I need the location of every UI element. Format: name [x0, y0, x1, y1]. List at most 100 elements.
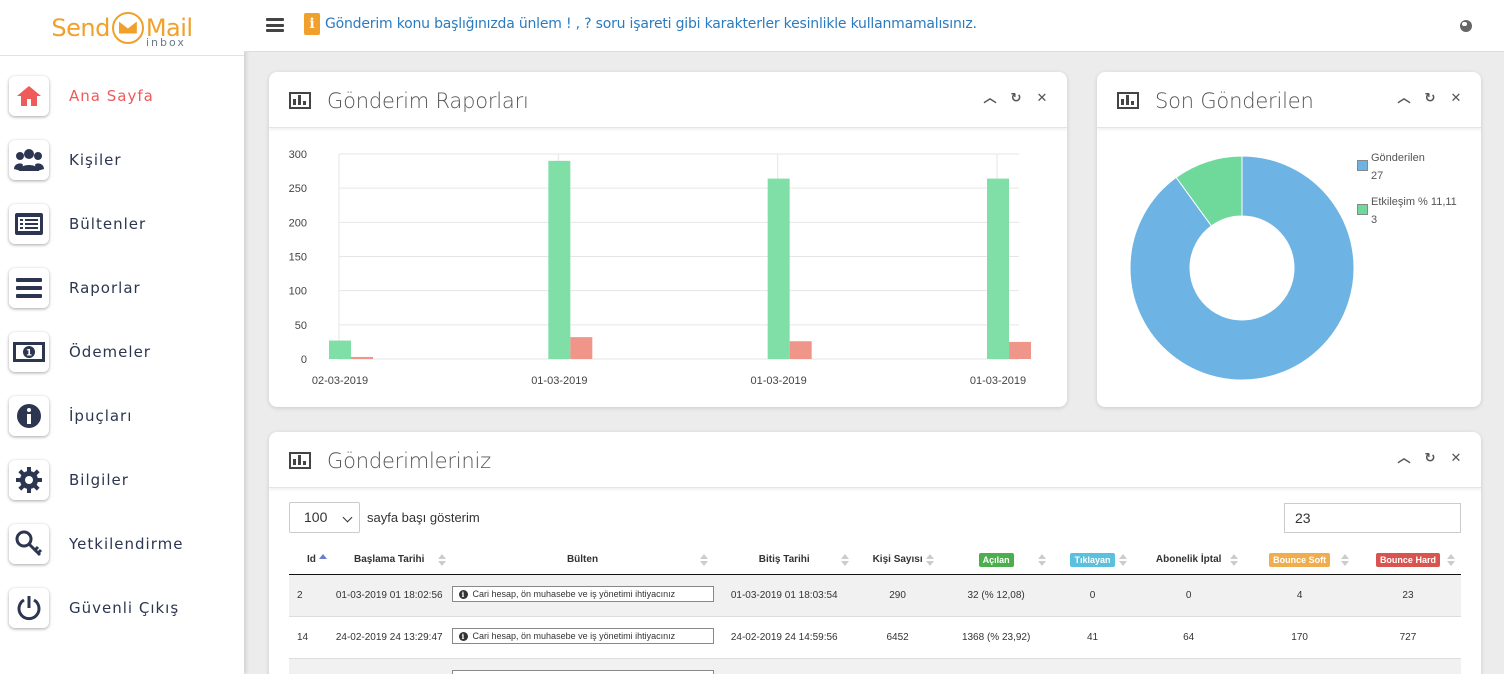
- sidebar-item[interactable]: Bilgiler: [0, 448, 244, 512]
- sidebar-item[interactable]: Bültenler: [0, 192, 244, 256]
- column-header[interactable]: Tıklayan: [1052, 546, 1133, 575]
- sort-icon[interactable]: [926, 554, 935, 566]
- table-cell: 290: [854, 574, 941, 617]
- cell-value: 6452: [886, 631, 909, 643]
- sidebar-item[interactable]: Yetkilendirme: [0, 512, 244, 576]
- legend-value: 3: [1371, 214, 1378, 226]
- table-row[interactable]: 2 01-03-2019 01 18:02:56 i Cari hesap, ön m…: [289, 574, 1461, 617]
- sidebar-item[interactable]: Raporlar: [0, 256, 244, 320]
- newsletter-button[interactable]: i Cari hesap, ön muhasebe ve iş yönetimi …: [451, 627, 714, 644]
- column-header-label: Bounce Soft: [1269, 552, 1331, 567]
- envelope-icon: [111, 11, 144, 44]
- collapse-icon[interactable]: ︿: [983, 91, 997, 106]
- column-header-label: Id: [307, 554, 316, 566]
- key-icon: [9, 524, 49, 564]
- table-cell: 1 (% 7,69): [940, 658, 1053, 674]
- legend-swatch: [1357, 204, 1368, 215]
- panel-title: Gönderim Raporları: [327, 89, 529, 113]
- column-header[interactable]: Bounce Soft: [1244, 546, 1355, 575]
- refresh-icon[interactable]: ↻: [1424, 91, 1436, 106]
- column-header-label: Kişi Sayısı: [872, 554, 923, 566]
- table-cell: 14: [289, 616, 327, 659]
- sort-icon[interactable]: [319, 554, 327, 566]
- column-header-label: Bülten: [566, 554, 599, 566]
- column-header[interactable]: Id: [289, 546, 327, 575]
- sidebar-item[interactable]: Ana Sayfa: [0, 64, 244, 128]
- bar: [570, 337, 593, 359]
- legend-entry: Gönderilen 27: [1357, 152, 1457, 196]
- home-icon: [9, 76, 49, 116]
- sidebar-item-label: Ödemeler: [69, 343, 151, 361]
- globe-icon[interactable]: [1460, 20, 1472, 32]
- legend-value: 27: [1371, 170, 1384, 182]
- info-icon: i: [458, 631, 468, 641]
- close-icon[interactable]: ✕: [1036, 91, 1048, 106]
- column-header[interactable]: Açılan: [940, 546, 1053, 575]
- table-cell: i Cari hesap, ön muhasebe ve iş yönetimi …: [451, 616, 714, 659]
- bar-chart-icon: [289, 452, 311, 469]
- svg-text:1: 1: [26, 349, 32, 359]
- cell-value: 23: [1402, 589, 1414, 601]
- brand-sub: inbox: [146, 36, 186, 49]
- bar: [767, 178, 790, 359]
- legend-label: Gönderilen: [1371, 152, 1425, 164]
- close-icon[interactable]: ✕: [1450, 91, 1462, 106]
- sort-icon[interactable]: [699, 554, 708, 566]
- info-icon: i: [304, 13, 320, 35]
- column-header-label: Abonelik İptal: [1155, 554, 1222, 566]
- gear-icon: [9, 460, 49, 500]
- column-header[interactable]: Kişi Sayısı: [854, 546, 941, 575]
- sort-icon[interactable]: [1340, 554, 1349, 566]
- column-header[interactable]: Bitiş Tarihi: [713, 546, 855, 575]
- column-header[interactable]: Başlama Tarihi: [326, 546, 452, 575]
- column-header-label: Başlama Tarihi: [354, 554, 425, 566]
- y-tick-label: 150: [289, 252, 307, 264]
- newsletter-button[interactable]: i Cari hesap, ön muhasebe ve iş yönetimi …: [451, 585, 714, 602]
- table-cell: 170: [1244, 616, 1355, 659]
- collapse-icon[interactable]: ︿: [1397, 91, 1411, 106]
- table-cell: 13: [854, 658, 941, 674]
- column-header[interactable]: Bülten: [451, 546, 714, 575]
- sidebar-item[interactable]: İpuçları: [0, 384, 244, 448]
- table-cell: 2: [289, 574, 327, 617]
- sort-icon[interactable]: [840, 554, 849, 566]
- cell-value: 290: [889, 589, 906, 601]
- table-row[interactable]: 14 24-02-2019 24 13:29:47 i Cari hesap, ön …: [289, 616, 1461, 659]
- sort-icon[interactable]: [437, 554, 446, 566]
- pie-slice: [1175, 155, 1243, 227]
- brand-logo[interactable]: Send Mail inbox: [0, 0, 244, 56]
- cell-value: 0: [1185, 589, 1192, 601]
- column-header-label: Tıklayan: [1070, 552, 1115, 567]
- sort-icon[interactable]: [1447, 554, 1455, 566]
- bar-chart: 0 50 100 150 200 250 300 02-03-2019 01-03-2019 01…: [289, 149, 1031, 387]
- close-icon[interactable]: ✕: [1450, 451, 1462, 466]
- y-tick-label: 300: [289, 149, 307, 161]
- hamburger-menu-icon[interactable]: [266, 18, 284, 32]
- sort-icon[interactable]: [1230, 554, 1239, 566]
- topbar: i Gönderim konu başlığınızda ünlem ! , ?…: [244, 0, 1504, 52]
- collapse-icon[interactable]: ︿: [1397, 451, 1411, 466]
- sort-icon[interactable]: [1038, 554, 1047, 566]
- refresh-icon[interactable]: ↻: [1424, 451, 1436, 466]
- cell-value: 01-03-2019 01 18:02:56: [335, 589, 443, 601]
- refresh-icon[interactable]: ↻: [1010, 91, 1022, 106]
- sidebar-item[interactable]: Güvenli Çıkış: [0, 576, 244, 640]
- bar: [329, 340, 351, 359]
- table-cell: iTS Gıda ürünü ile Devreye Alınabilirsin…: [451, 658, 714, 674]
- sends-table: Id Başlama Tarihi Bülten Bitiş Tarihi Kişi S…: [289, 546, 1461, 674]
- sidebar-item-label: Güvenli Çıkış: [69, 599, 180, 617]
- table-cell: 727: [1354, 616, 1461, 659]
- sort-icon[interactable]: [1119, 554, 1127, 566]
- table-cell: 64: [1133, 616, 1245, 659]
- sidebar-item-label: Raporlar: [69, 279, 141, 297]
- sidebar-item[interactable]: Kişiler: [0, 128, 244, 192]
- sidebar-item[interactable]: 1 Ödemeler: [0, 320, 244, 384]
- bar: [987, 178, 1009, 359]
- newsletter-button[interactable]: iTS Gıda ürünü ile Devreye Alınabilirsin…: [451, 669, 714, 674]
- sidebar-item-label: Bilgiler: [69, 471, 129, 489]
- column-header[interactable]: Bounce Hard: [1354, 546, 1461, 575]
- per-page-select[interactable]: 100: [289, 502, 360, 533]
- column-header[interactable]: Abonelik İptal: [1133, 546, 1245, 575]
- search-input[interactable]: 23: [1284, 503, 1461, 533]
